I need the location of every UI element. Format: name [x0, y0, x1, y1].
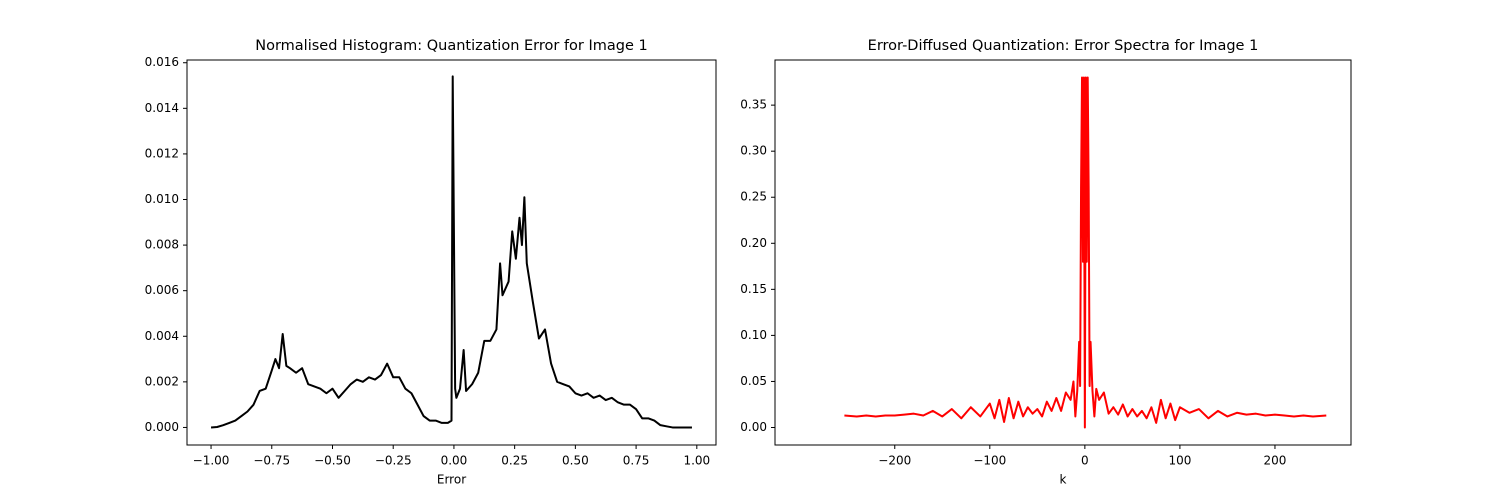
- x-tick-label: −1.00: [193, 454, 230, 468]
- y-tick-label: 0.20: [740, 236, 767, 250]
- y-tick-label: 0.006: [145, 283, 179, 297]
- y-tick-label: 0.010: [145, 192, 179, 206]
- x-tick-label: −0.50: [314, 454, 351, 468]
- x-tick-label: 0: [1081, 454, 1089, 468]
- chart-title: Normalised Histogram: Quantization Error…: [255, 38, 648, 54]
- x-tick-label: 200: [1264, 454, 1287, 468]
- y-tick-label: 0.016: [145, 55, 179, 69]
- x-tick-label: −0.75: [253, 454, 290, 468]
- x-tick-label: 1.00: [683, 454, 710, 468]
- y-tick-label: 0.012: [145, 146, 179, 160]
- x-tick-label: 0.75: [623, 454, 650, 468]
- x-tick-label: −200: [878, 454, 911, 468]
- y-tick-label: 0.25: [740, 190, 767, 204]
- chart-title: Error-Diffused Quantization: Error Spect…: [868, 38, 1259, 54]
- y-tick-label: 0.000: [145, 420, 179, 434]
- y-tick-label: 0.15: [740, 282, 767, 296]
- x-tick-label: −100: [973, 454, 1006, 468]
- axes-frame: [186, 59, 717, 446]
- x-tick-label: 100: [1168, 454, 1191, 468]
- y-tick-label: 0.002: [145, 374, 179, 388]
- y-tick-label: 0.10: [740, 328, 767, 342]
- y-tick-label: 0.008: [145, 238, 179, 252]
- y-tick-label: 0.05: [740, 374, 767, 388]
- x-tick-label: −0.25: [375, 454, 412, 468]
- x-tick-label: 0.50: [562, 454, 589, 468]
- y-tick-label: 0.35: [740, 98, 767, 112]
- data-line: [844, 76, 1327, 429]
- y-tick-label: 0.014: [145, 101, 179, 115]
- x-axis-label: Error: [437, 473, 466, 487]
- data-line: [210, 75, 692, 429]
- axes-frame: [774, 59, 1352, 446]
- y-tick-label: 0.004: [145, 329, 179, 343]
- x-tick-label: 0.00: [441, 454, 468, 468]
- x-axis-label: k: [1060, 473, 1067, 487]
- x-tick-label: 0.25: [501, 454, 528, 468]
- y-tick-label: 0.00: [740, 420, 767, 434]
- y-tick-label: 0.30: [740, 144, 767, 158]
